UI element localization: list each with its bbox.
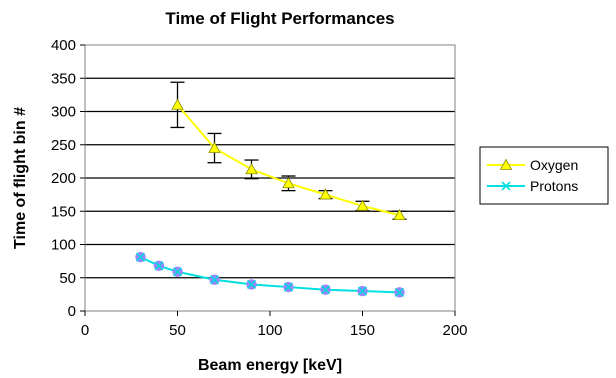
y-tick-label: 250 (51, 137, 76, 154)
legend-entry-protons: Protons (487, 178, 578, 194)
legend-box (479, 146, 609, 205)
y-tick-label: 150 (51, 203, 76, 220)
data-point (209, 274, 220, 285)
y-axis-label: Time of flight bin # (12, 107, 29, 249)
data-point-cross (357, 286, 368, 296)
y-axis-ticks: 0 50 100 150 200 250 300 350 400 (51, 37, 85, 320)
data-point (172, 266, 183, 277)
data-point-cross (246, 279, 257, 289)
y-tick-label: 400 (51, 37, 76, 54)
data-point-cross (135, 252, 146, 262)
series-line (176, 104, 400, 217)
data-point-cross (394, 287, 405, 297)
legend-entry-oxygen: Oxygen (487, 157, 578, 173)
y-tick-label: 50 (59, 270, 76, 287)
x-tick-label: 0 (81, 322, 89, 339)
x-axis-label: Beam energy [keV] (198, 357, 342, 374)
data-point-cross (154, 261, 164, 271)
data-point (282, 176, 295, 189)
data-point (319, 188, 332, 200)
data-point (357, 285, 368, 297)
y-tick-label: 300 (51, 104, 76, 121)
y-tick-label: 200 (51, 170, 76, 187)
data-point (283, 281, 294, 293)
x-tick-label: 200 (442, 322, 467, 339)
legend-label: Oxygen (530, 157, 578, 173)
data-point-cross (320, 285, 331, 295)
legend-marker (499, 158, 513, 170)
data-point (320, 284, 331, 295)
data-point (135, 251, 146, 263)
x-tick-label: 150 (350, 322, 375, 339)
legend-label: Protons (530, 178, 578, 194)
y-tick-label: 0 (68, 303, 76, 320)
data-point-cross (283, 282, 294, 292)
data-point-cross (209, 275, 220, 285)
x-tick-label: 50 (169, 322, 186, 339)
series-oxygen (170, 81, 407, 221)
grid-lines (85, 77, 455, 279)
data-point-cross (172, 267, 183, 277)
data-point (245, 163, 258, 175)
series-layer (135, 81, 407, 298)
data-point (394, 287, 405, 298)
data-point (393, 208, 406, 221)
data-point (208, 141, 221, 153)
x-tick-label: 100 (257, 322, 282, 339)
legend-marker (501, 181, 511, 191)
data-point (246, 279, 257, 290)
data-point (356, 199, 369, 211)
y-tick-label: 350 (51, 70, 76, 87)
y-tick-label: 100 (51, 237, 76, 254)
series-protons (135, 251, 405, 298)
data-point (153, 260, 165, 271)
x-axis-ticks: 0 50 100 150 200 (81, 311, 468, 339)
legend: Oxygen Protons (479, 146, 609, 205)
chart-title: Time of Flight Performances (165, 9, 394, 28)
data-point (171, 98, 184, 110)
